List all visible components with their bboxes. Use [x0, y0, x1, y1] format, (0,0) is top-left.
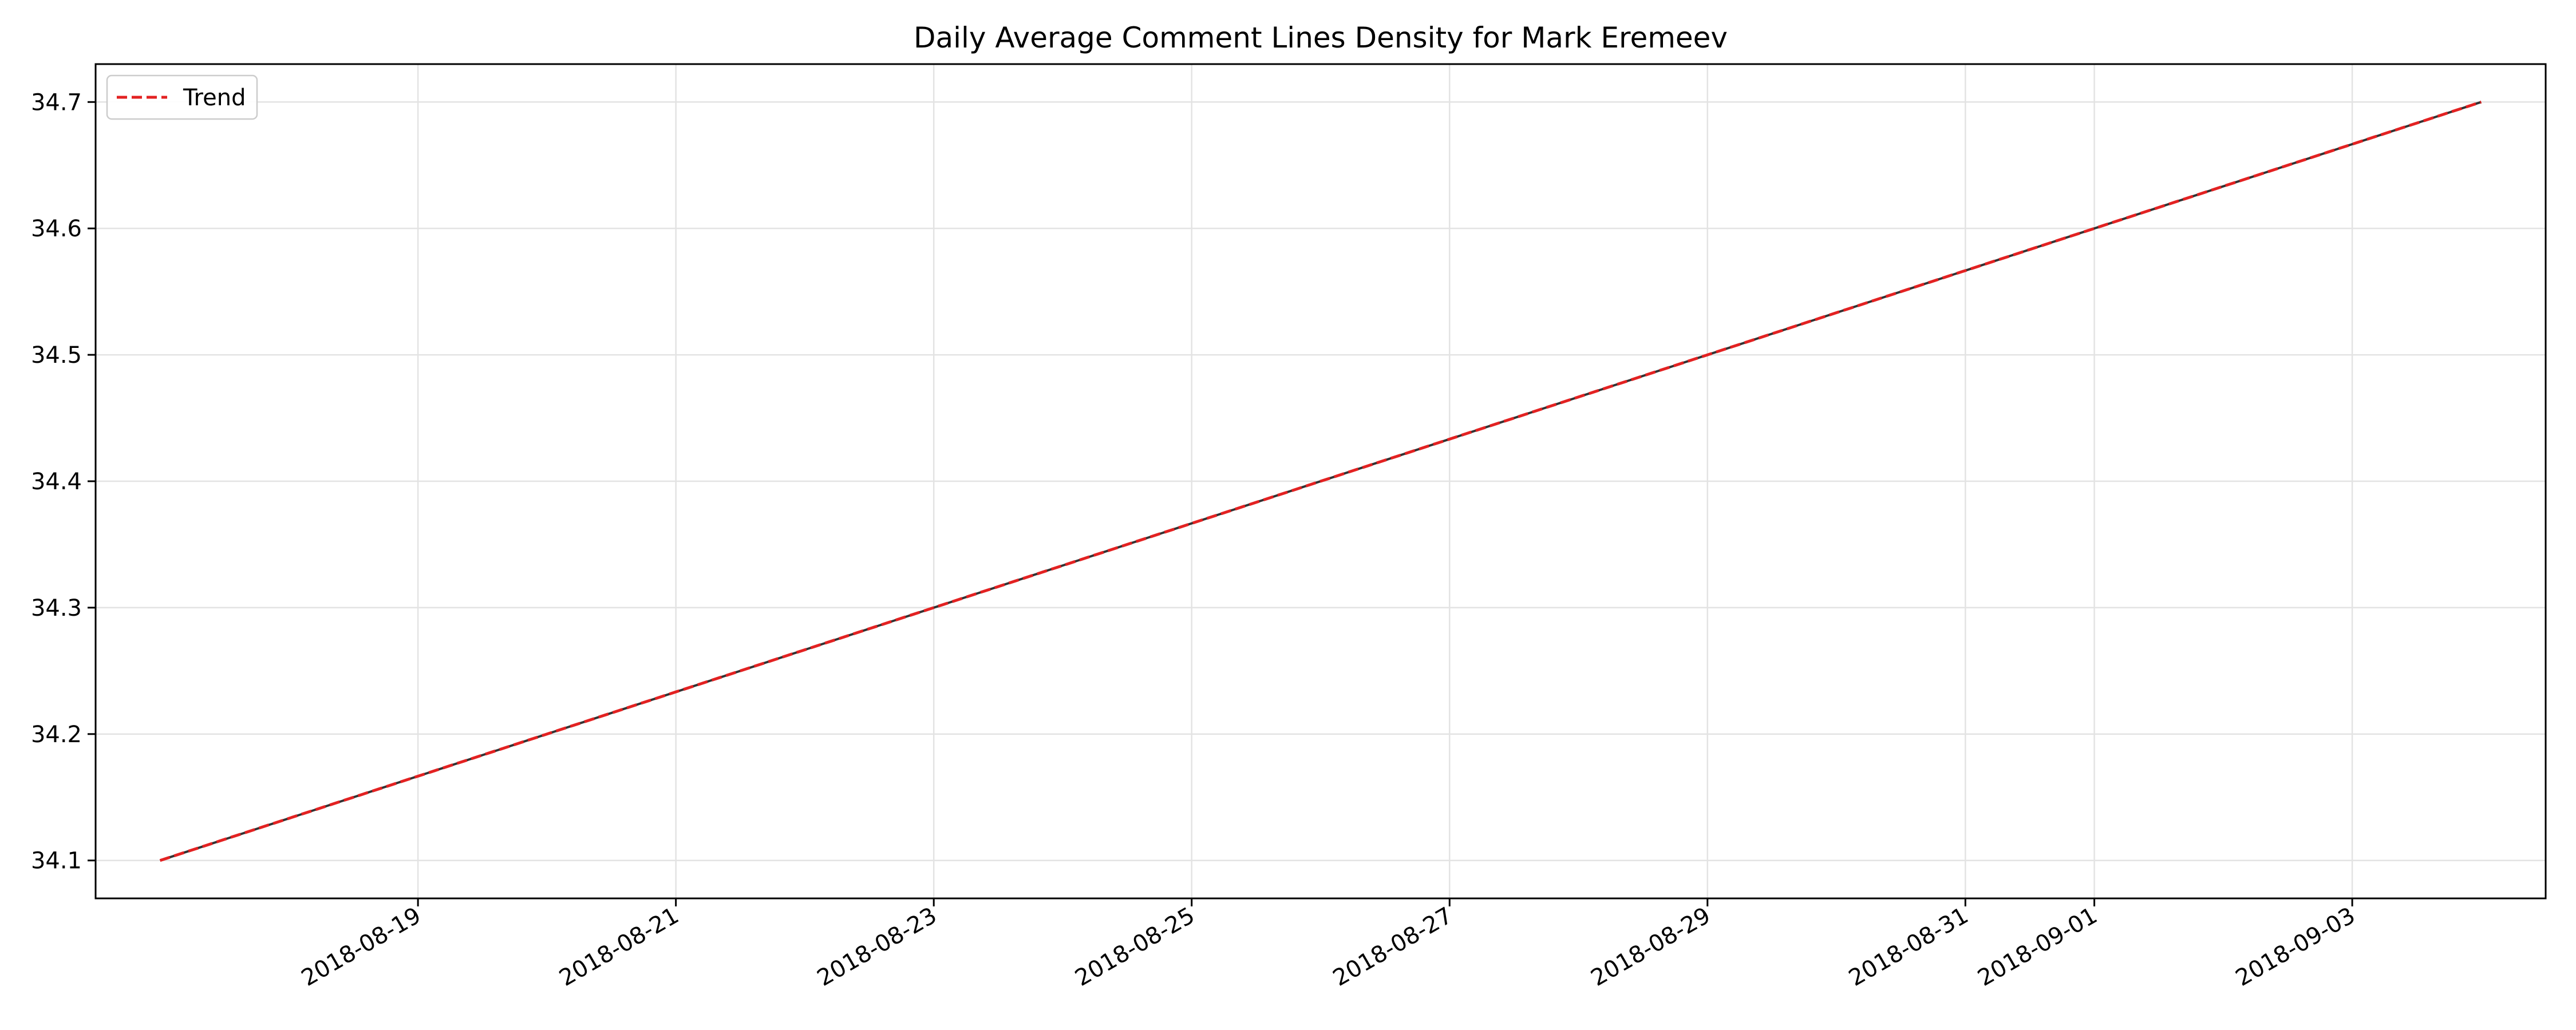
y-tick-label: 34.1 — [31, 848, 82, 874]
plot-series — [159, 100, 2482, 862]
y-tick-label: 34.4 — [31, 469, 82, 495]
legend-trend-label: Trend — [183, 85, 246, 111]
y-tick-label: 34.7 — [31, 89, 82, 116]
y-tick-label: 34.5 — [31, 342, 82, 369]
y-tick-label: 34.2 — [31, 722, 82, 748]
y-tick-label: 34.6 — [31, 216, 82, 242]
legend: Trend — [106, 74, 258, 120]
chart-title: Daily Average Comment Lines Density for … — [914, 21, 1728, 54]
legend-box — [106, 74, 258, 120]
trend-line — [159, 100, 2482, 862]
y-tick-label: 34.3 — [31, 595, 82, 621]
